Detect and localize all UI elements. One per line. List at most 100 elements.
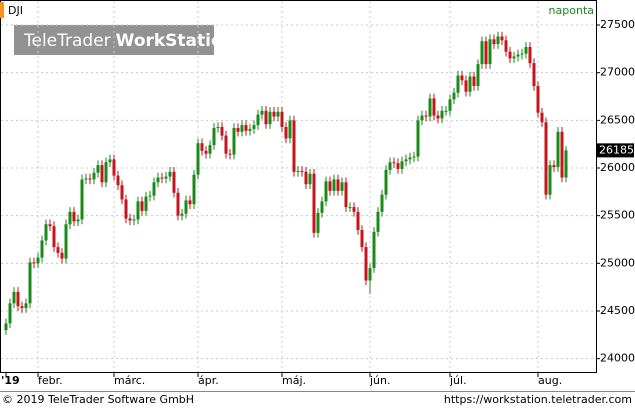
- candle-body: [356, 211, 360, 230]
- candle-body: [16, 291, 20, 307]
- candle-body: [360, 229, 364, 248]
- candle-body: [556, 131, 560, 168]
- candle-body: [264, 110, 268, 125]
- candle-body: [208, 145, 212, 154]
- x-tick-label: aug.: [538, 374, 562, 387]
- candle-body: [288, 120, 292, 139]
- candle-body: [280, 111, 284, 128]
- candle-body: [532, 63, 536, 87]
- candle-body: [80, 179, 84, 220]
- candle-body: [144, 196, 148, 211]
- candle-body: [520, 53, 524, 55]
- symbol-marker: [0, 2, 4, 18]
- candle-body: [148, 195, 152, 197]
- candle-body: [308, 173, 312, 185]
- candle-body: [108, 159, 112, 163]
- candle-body: [160, 177, 164, 179]
- candle-body: [424, 115, 428, 117]
- candle-body: [516, 54, 520, 57]
- candle-body: [4, 323, 8, 331]
- candle-body: [552, 165, 556, 168]
- candle-body: [180, 213, 184, 216]
- candle-body: [268, 111, 272, 125]
- candle-body: [436, 115, 440, 119]
- candle-body: [488, 39, 492, 65]
- x-tick-label: febr.: [38, 374, 63, 387]
- candle-body: [396, 163, 400, 169]
- y-tick-label: 24000: [600, 352, 635, 365]
- candle-body: [216, 127, 220, 129]
- candle-body: [304, 171, 308, 185]
- candle-body: [48, 224, 52, 227]
- candle-body: [544, 122, 548, 195]
- candle-body: [172, 171, 176, 193]
- candle-body: [188, 200, 192, 205]
- y-tick-label: 25000: [600, 256, 635, 269]
- candle-body: [240, 125, 244, 132]
- candle-body: [60, 252, 64, 259]
- y-tick-label: 26500: [600, 113, 635, 126]
- candle-body: [372, 231, 376, 269]
- y-tick-label: 25500: [600, 209, 635, 222]
- candle-body: [472, 76, 476, 87]
- candle-body: [340, 182, 344, 191]
- candle-body: [248, 128, 252, 131]
- candle-body: [408, 157, 412, 160]
- candle-body: [84, 178, 88, 180]
- candle-body: [176, 192, 180, 216]
- candle-body: [8, 303, 12, 324]
- candle-body: [492, 39, 496, 45]
- logo-product: WorkStation: [116, 31, 235, 51]
- candle-body: [164, 176, 168, 179]
- candle-body: [300, 170, 304, 172]
- candle-body: [52, 226, 56, 248]
- candle-body: [428, 98, 432, 117]
- candle-body: [260, 110, 264, 115]
- candle-body: [112, 159, 116, 176]
- candle-body: [484, 41, 488, 65]
- candle-body: [88, 178, 92, 180]
- candle-body: [376, 211, 380, 232]
- x-tick-label: '19: [1, 374, 20, 387]
- candle-body: [444, 110, 448, 112]
- candle-body: [92, 172, 96, 180]
- candle-body: [528, 46, 532, 64]
- candle-body: [212, 127, 216, 146]
- y-tick-label: 26000: [600, 161, 635, 174]
- candle-body: [540, 112, 544, 123]
- candle-body: [420, 115, 424, 121]
- candle-body: [456, 75, 460, 93]
- candle-body: [204, 150, 208, 154]
- candle-body: [196, 143, 200, 175]
- candle-body: [504, 40, 508, 52]
- candle-body: [272, 111, 276, 117]
- candle-body: [332, 179, 336, 191]
- candle-body: [416, 120, 420, 157]
- candle-body: [560, 131, 564, 178]
- candle-body: [348, 207, 352, 209]
- candle-body: [140, 201, 144, 211]
- candle-body: [228, 153, 232, 155]
- candle-body: [236, 127, 240, 132]
- candle-body: [192, 174, 196, 205]
- candle-body: [100, 165, 104, 183]
- x-tick-label: márc.: [114, 374, 145, 387]
- candle-body: [252, 125, 256, 129]
- logo-brand: TeleTrader: [23, 31, 111, 51]
- candle-body: [20, 306, 24, 309]
- candle-body: [344, 182, 348, 208]
- candle-body: [132, 219, 136, 221]
- x-tick-label: ápr.: [198, 374, 219, 387]
- last-value-label: 26185: [599, 143, 634, 156]
- candle-body: [224, 135, 228, 154]
- candle-body: [136, 201, 140, 220]
- footer-url: https://workstation.teletrader.com: [444, 393, 632, 406]
- candle-body: [388, 162, 392, 170]
- y-tick-label: 24500: [600, 304, 635, 317]
- candle-body: [400, 161, 404, 169]
- candle-body: [28, 262, 32, 304]
- candle-body: [316, 212, 320, 233]
- candle-body: [536, 86, 540, 113]
